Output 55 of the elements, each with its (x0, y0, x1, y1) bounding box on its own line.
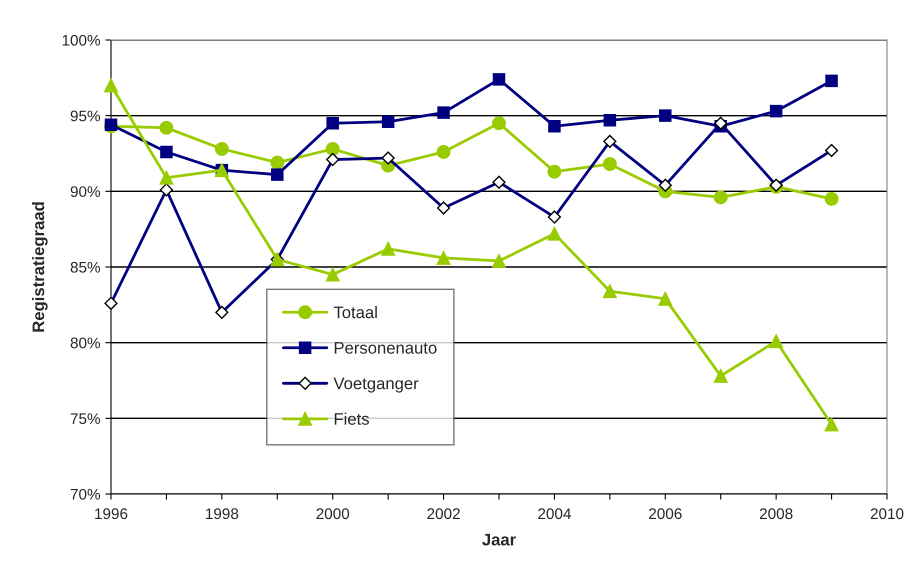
y-tick-label: 100% (62, 34, 100, 46)
x-tick-label: 1996 (95, 508, 128, 520)
point (548, 120, 561, 133)
legend-label: Totaal (334, 306, 377, 318)
point (104, 78, 118, 92)
x-tick-label: 2002 (427, 508, 460, 520)
point (159, 170, 174, 185)
y-tick-label: 90% (70, 186, 100, 198)
point (437, 106, 450, 119)
point (769, 334, 784, 348)
point (714, 190, 728, 204)
point (824, 417, 839, 432)
point (492, 254, 506, 268)
point (825, 74, 838, 88)
point (271, 168, 284, 181)
point (492, 116, 506, 130)
y-axis-title: Registratiegraad (32, 202, 48, 332)
point (602, 284, 617, 298)
point (160, 146, 173, 158)
legend-label: Voetganger (334, 378, 418, 393)
point (714, 369, 728, 383)
point (326, 268, 340, 282)
x-tick-label: 2004 (538, 508, 571, 520)
point (492, 73, 506, 86)
y-tick-label: 95% (70, 110, 100, 122)
point (604, 114, 616, 126)
y-tick-label: 70% (70, 488, 100, 500)
point (770, 104, 782, 118)
x-axis-title: Jaar (482, 534, 516, 546)
legend-label: Fiets (334, 412, 369, 425)
x-tick-label: 2000 (316, 508, 350, 520)
point (270, 156, 284, 170)
point (547, 226, 562, 241)
point (214, 142, 229, 156)
x-tick-label: 2006 (649, 508, 682, 520)
y-tick-label: 85% (70, 262, 100, 273)
point (104, 118, 118, 131)
point (602, 157, 617, 172)
point (326, 116, 339, 130)
point (436, 145, 451, 159)
point (382, 115, 394, 128)
y-tick-label: 75% (70, 413, 100, 424)
point (381, 242, 396, 256)
point (326, 142, 340, 156)
legend-label: Personenauto (334, 342, 437, 354)
x-tick-label: 1998 (206, 508, 238, 520)
x-tick-label: 2008 (760, 508, 792, 520)
y-tick-label: 80% (70, 338, 100, 348)
point (658, 292, 672, 306)
point (547, 164, 562, 179)
point (436, 250, 451, 265)
point (824, 192, 839, 206)
point (159, 120, 174, 135)
point (659, 109, 672, 122)
x-tick-label: 2010 (870, 508, 904, 520)
